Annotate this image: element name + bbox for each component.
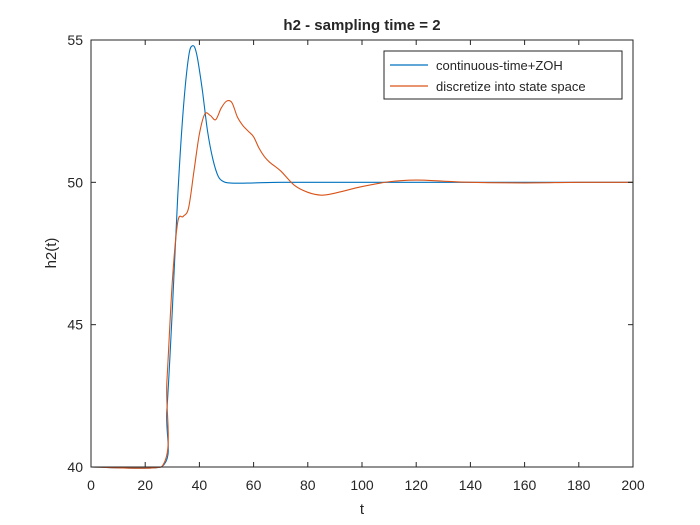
legend-entry-1: continuous-time+ZOH: [436, 58, 563, 73]
y-tick-label: 50: [67, 174, 83, 190]
legend: continuous-time+ZOH discretize into state…: [383, 50, 623, 100]
x-tick-label: 180: [567, 477, 591, 493]
x-tick-label: 120: [405, 477, 429, 493]
x-tick-label: 80: [300, 477, 316, 493]
tick-layer: 0 20 40 60 80 100 120 140 160 180 200 40 45 50 55: [67, 32, 644, 493]
plot-area: [91, 40, 633, 467]
x-tick-label: 60: [246, 477, 262, 493]
x-tick-label: 100: [350, 477, 374, 493]
x-axis-label: t: [360, 501, 365, 518]
y-tick-label: 40: [67, 459, 83, 475]
x-tick-label: 0: [87, 477, 95, 493]
y-tick-label: 55: [67, 32, 83, 48]
series-layer: [90, 45, 634, 469]
series-line-2: [90, 99, 634, 469]
x-tick-label: 200: [621, 477, 645, 493]
legend-entry-2: discretize into state space: [436, 79, 586, 94]
y-tick-label: 45: [67, 317, 83, 333]
y-axis-label: h2(t): [43, 238, 60, 269]
legend-box: [383, 50, 623, 100]
x-tick-label: 160: [513, 477, 537, 493]
plot-frame: [90, 39, 634, 468]
x-tick-label: 40: [192, 477, 208, 493]
chart-title: h2 - sampling time = 2: [283, 17, 440, 34]
x-tick-label: 140: [459, 477, 483, 493]
x-tick-label: 20: [137, 477, 153, 493]
